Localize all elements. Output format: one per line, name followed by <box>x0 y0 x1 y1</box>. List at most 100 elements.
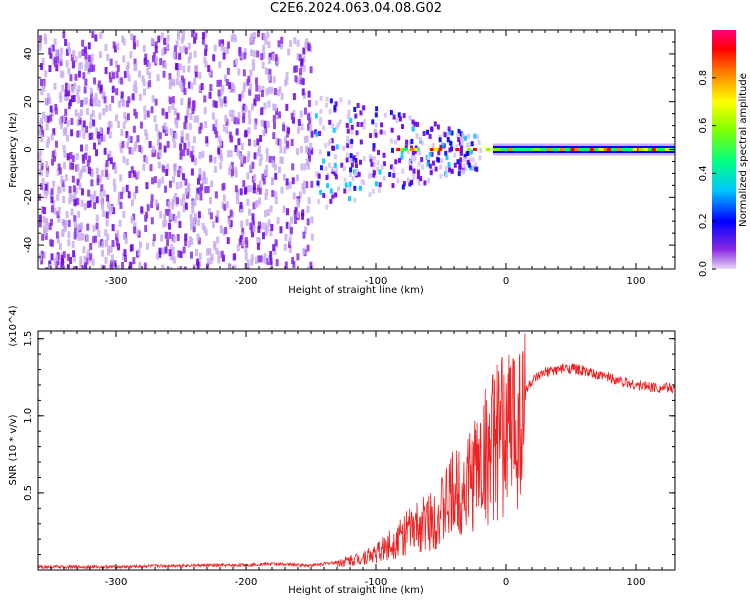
colorbar-tick-label: 0.6 <box>698 118 709 134</box>
heatmap-cell <box>268 68 272 76</box>
heatmap-cell <box>123 111 127 119</box>
heatmap-cell <box>193 115 197 123</box>
heatmap-cell <box>123 255 127 263</box>
heatmap-cell <box>303 107 307 115</box>
heatmap-cell <box>61 84 65 92</box>
heatmap-cell <box>223 96 227 104</box>
heatmap-cell <box>62 162 66 170</box>
heatmap-cell <box>378 182 382 188</box>
heatmap-cell <box>241 232 245 240</box>
heatmap-cell <box>196 233 200 241</box>
heatmap-cell <box>236 244 240 252</box>
heatmap-cell <box>51 200 55 208</box>
heatmap-cell <box>272 76 276 84</box>
heatmap-cell <box>333 162 337 168</box>
heatmap-cell <box>208 68 212 76</box>
heatmap-cell <box>42 225 46 233</box>
heatmap-cell <box>90 179 94 187</box>
heatmap-cell <box>492 148 497 151</box>
heatmap-cell <box>197 218 201 226</box>
heatmap-cell <box>396 178 400 184</box>
heatmap-cell <box>239 235 243 243</box>
heatmap-cell <box>226 46 230 54</box>
heatmap-cell <box>346 128 350 134</box>
heatmap-cell <box>38 214 42 222</box>
heatmap-cell <box>433 148 438 151</box>
heatmap-cell <box>416 169 420 175</box>
heatmap-cell <box>56 236 60 244</box>
heatmap-cell <box>259 255 263 263</box>
heatmap-cell <box>233 117 237 125</box>
heatmap-cell <box>306 244 310 252</box>
heatmap-cell <box>426 155 430 161</box>
heatmap-cell <box>397 135 401 141</box>
heatmap-cell <box>453 152 457 158</box>
heatmap-cell <box>97 99 101 107</box>
heatmap-cell <box>231 168 235 176</box>
heatmap-cell <box>437 148 442 151</box>
heatmap-cell <box>49 239 53 247</box>
heatmap-cell <box>171 246 175 254</box>
heatmap-cell <box>252 183 256 191</box>
heatmap-cell <box>81 233 85 241</box>
heatmap-cell <box>204 186 208 194</box>
heatmap-cell <box>164 246 168 254</box>
heatmap-cell <box>196 262 200 269</box>
heatmap-cell <box>459 145 463 151</box>
heatmap-cell <box>253 139 257 147</box>
heatmap-cell <box>105 211 109 219</box>
heatmap-cell <box>67 89 71 97</box>
heatmap-cell <box>248 117 252 125</box>
heatmap-cell <box>61 218 65 226</box>
heatmap-cell <box>160 32 164 40</box>
heatmap-cell <box>179 143 183 151</box>
heatmap-cell <box>325 174 329 180</box>
heatmap-cell <box>380 122 384 128</box>
heatmap-cell <box>275 112 279 120</box>
heatmap-cell <box>206 263 210 269</box>
heatmap-cell <box>70 194 74 202</box>
heatmap-cell <box>390 127 394 133</box>
heatmap-cell <box>191 154 195 162</box>
heatmap-cell <box>348 172 352 178</box>
heatmap-y-axis-title: Frequency (Hz) <box>8 112 19 188</box>
heatmap-cell <box>240 220 244 228</box>
heatmap-cell <box>459 148 463 154</box>
heatmap-cell <box>508 148 513 151</box>
heatmap-cell <box>278 111 282 119</box>
heatmap-cell <box>41 129 45 137</box>
heatmap-cell <box>184 178 188 186</box>
heatmap-cell <box>299 67 303 75</box>
heatmap-cell <box>44 37 48 45</box>
heatmap-cell <box>171 96 175 104</box>
heatmap-cell <box>286 208 290 216</box>
heatmap-cell <box>120 95 124 103</box>
heatmap-cell <box>73 255 77 263</box>
heatmap-cell <box>371 119 375 125</box>
heatmap-cell <box>240 51 244 59</box>
heatmap-cell <box>84 57 88 65</box>
heatmap-cell <box>322 125 326 131</box>
heatmap-cell <box>150 106 154 114</box>
heatmap-cell <box>192 225 196 233</box>
heatmap-cell <box>55 64 59 72</box>
heatmap-cell <box>222 182 226 190</box>
heatmap-cell <box>180 84 184 92</box>
heatmap-cell <box>293 37 297 45</box>
heatmap-cell <box>45 170 49 178</box>
heatmap-cell <box>466 150 470 156</box>
heatmap-cell <box>67 42 71 50</box>
heatmap-cell <box>201 150 205 158</box>
heatmap-cell <box>345 157 349 163</box>
heatmap-cell <box>254 256 258 264</box>
heatmap-cell <box>214 191 218 199</box>
heatmap-cell <box>318 130 322 136</box>
heatmap-cell <box>48 222 52 230</box>
heatmap-cell <box>50 133 54 141</box>
heatmap-cell <box>419 176 423 182</box>
heatmap-cell <box>291 163 295 171</box>
heatmap-cell <box>184 115 188 123</box>
heatmap-cell <box>217 256 221 264</box>
heatmap-cell <box>301 209 305 217</box>
heatmap-cell <box>290 112 294 120</box>
